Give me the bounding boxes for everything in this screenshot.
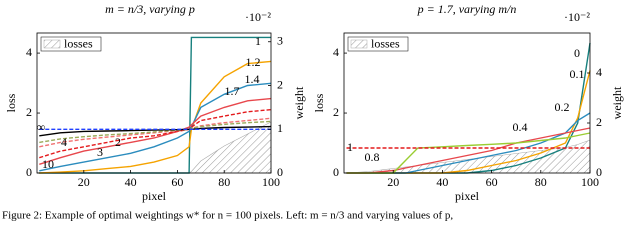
series-label: 1.4 <box>245 72 260 86</box>
y-tick-label: 2 <box>333 105 339 119</box>
legend-swatch <box>350 39 368 49</box>
legend-swatch <box>43 39 61 49</box>
series-label: 1 <box>347 140 353 154</box>
series-label: 4 <box>61 135 67 149</box>
series-label: 1 <box>255 34 261 48</box>
y-tick-label: 4 <box>333 45 339 59</box>
legend-label: losses <box>371 36 400 50</box>
series-label: ∞ <box>37 120 46 134</box>
y-tick-label: 4 <box>26 45 32 59</box>
y2-tick-label: 4 <box>596 65 602 79</box>
y-tick-label: 0 <box>333 165 339 179</box>
weight-line <box>39 108 272 159</box>
x-tick-label: 60 <box>486 175 498 189</box>
y2-tick-label: 3 <box>277 34 283 48</box>
series-label: 2 <box>115 135 121 149</box>
y2-axis-label: weight <box>610 86 624 119</box>
series-label: 10 <box>42 157 54 171</box>
series-label: 0.4 <box>513 120 528 134</box>
x-tick-label: 20 <box>78 175 90 189</box>
x-tick-label: 100 <box>581 175 599 189</box>
y-tick-label: 2 <box>26 105 32 119</box>
y2-tick-label: 0 <box>596 165 602 179</box>
legend-label: losses <box>64 36 93 50</box>
y-axis-label: loss <box>312 93 326 112</box>
y2-scale-label: ·10⁻² <box>245 10 271 24</box>
y-tick-label: 0 <box>26 165 32 179</box>
plot-frame <box>36 32 272 174</box>
y2-scale-label: ·10⁻² <box>564 10 590 24</box>
series-label: 3 <box>97 145 103 159</box>
caption: Figure 2: Example of optimal weightings … <box>2 210 453 222</box>
x-tick-label: 40 <box>436 175 448 189</box>
y2-axis-label: weight <box>292 86 306 119</box>
series-label: 0 <box>574 46 580 60</box>
series-label: 1.7 <box>225 84 240 98</box>
x-tick-label: 80 <box>218 175 230 189</box>
x-axis-label: pixel <box>455 189 480 203</box>
y2-tick-label: 2 <box>596 115 602 129</box>
series-label: 1.2 <box>246 55 261 69</box>
x-tick-label: 20 <box>387 175 399 189</box>
y2-tick-label: 2 <box>277 77 283 91</box>
y2-tick-label: 1 <box>277 121 283 135</box>
series-label: 0.1 <box>570 67 585 81</box>
x-tick-label: 100 <box>262 175 280 189</box>
figure: Figure 2: Example of optimal weightings … <box>2 2 624 222</box>
series-label: 0.2 <box>555 100 570 114</box>
plot-frame <box>343 32 591 174</box>
x-axis-label: pixel <box>142 189 167 203</box>
series-label: 0.8 <box>365 150 380 164</box>
chart-title: m = n/3, varying p <box>105 2 195 16</box>
weight-line <box>346 42 591 174</box>
y2-tick-label: 0 <box>277 165 283 179</box>
x-tick-label: 60 <box>171 175 183 189</box>
chart-title: p = 1.7, varying m/n <box>417 2 517 16</box>
weight-line <box>39 82 272 172</box>
x-tick-label: 80 <box>535 175 547 189</box>
x-tick-label: 40 <box>125 175 137 189</box>
y-axis-label: loss <box>4 93 18 112</box>
